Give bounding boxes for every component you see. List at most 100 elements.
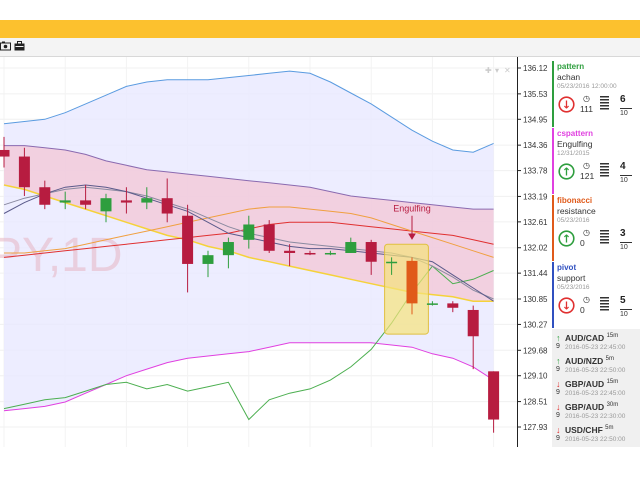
y-tick-label: 129.10 bbox=[523, 372, 548, 381]
envelope-upper-line bbox=[4, 145, 494, 210]
signal-name: support bbox=[557, 273, 586, 283]
candle bbox=[304, 250, 316, 256]
price-chart[interactable]: PY,1D Engulfing ✚ ▾ ✕ 136.12135.53134.95… bbox=[0, 57, 552, 447]
candle-body bbox=[59, 200, 71, 203]
alert-timeframe: 5m bbox=[605, 425, 614, 432]
chart-corner-icons: ✚ ▾ ✕ bbox=[485, 66, 511, 75]
arrow-down-icon: ↓ bbox=[556, 425, 561, 435]
signal-score-total: 10 bbox=[620, 242, 632, 251]
y-tick-label: 134.36 bbox=[523, 141, 548, 150]
y-tick-label: 134.95 bbox=[523, 115, 548, 124]
candle bbox=[39, 180, 51, 210]
alert-pair-name: USD/CHF bbox=[565, 425, 603, 435]
candle-body bbox=[263, 224, 275, 251]
arrow-down-icon: ↓ bbox=[556, 402, 561, 412]
signal-name: Engulfing bbox=[557, 139, 593, 149]
alert-pair-name: GBP/AUD bbox=[565, 379, 605, 389]
alert-timeframe: 5m bbox=[605, 356, 614, 363]
candle bbox=[18, 147, 30, 196]
settings-icon[interactable]: ✚ bbox=[485, 66, 492, 75]
candle-body bbox=[0, 149, 10, 157]
y-tick-label: 135.53 bbox=[523, 90, 548, 99]
candle bbox=[120, 187, 132, 214]
signal-score-total: 10 bbox=[620, 108, 632, 117]
svg-text:↓: ↓ bbox=[562, 99, 571, 112]
signal-strength-icon bbox=[600, 297, 609, 312]
alert-item[interactable]: ↑ 9 AUD/NZD 5m 2016-05-23 22:50:00 bbox=[554, 355, 640, 378]
candle bbox=[161, 178, 173, 223]
close-icon[interactable]: ✕ bbox=[504, 66, 511, 75]
signal-date: 05/23/2016 bbox=[557, 284, 590, 291]
candle-body bbox=[18, 156, 30, 188]
signal-score: 3 bbox=[620, 228, 626, 239]
alert-pair-name: GBP/AUD bbox=[565, 402, 605, 412]
candle bbox=[243, 215, 255, 249]
signal-date: 12/31/2015 bbox=[557, 150, 590, 157]
signal-type: cspattern bbox=[557, 129, 594, 138]
y-tick-label: 131.44 bbox=[523, 269, 548, 278]
candle bbox=[426, 301, 438, 306]
candle-body bbox=[386, 261, 398, 264]
signal-card-pivot[interactable]: pivot support 05/23/2016 ↓ ◷ 0 5 10 bbox=[552, 262, 640, 328]
candle-body bbox=[284, 250, 296, 253]
candle bbox=[202, 250, 214, 278]
signal-score-total: 10 bbox=[620, 175, 632, 184]
alert-time: 2016-05-23 22:30:00 bbox=[565, 413, 626, 420]
alert-item[interactable]: ↑ 9 AUD/CAD 15m 2016-05-23 22:45:00 bbox=[554, 332, 640, 355]
candle-body bbox=[141, 198, 153, 203]
chart-toolbar bbox=[0, 38, 640, 57]
candle bbox=[59, 191, 71, 210]
alert-pair-name: AUD/NZD bbox=[565, 356, 604, 366]
camera-icon[interactable] bbox=[0, 41, 11, 51]
alert-item[interactable]: ↓ 9 GBP/AUD 30m 2016-05-23 22:30:00 bbox=[554, 401, 640, 424]
signal-strength-icon bbox=[600, 230, 609, 245]
alert-item[interactable]: ↓ 9 USD/CHF 5m 2016-05-23 22:50:00 bbox=[554, 424, 640, 447]
svg-text:↑: ↑ bbox=[562, 166, 571, 179]
alert-count: 9 bbox=[556, 435, 560, 442]
candle bbox=[182, 204, 194, 293]
arrow-down-icon: ↓ bbox=[556, 379, 561, 389]
candle bbox=[100, 193, 112, 223]
clock-icon: ◷ bbox=[583, 228, 590, 237]
candle-body bbox=[304, 252, 316, 255]
alert-pair: AUD/CAD 15m bbox=[565, 333, 618, 343]
price-axis: 136.12 135.53 134.95 134.36 133.78 133.19 132.… bbox=[517, 64, 548, 432]
alert-time: 2016-05-23 22:50:00 bbox=[565, 436, 626, 443]
candle bbox=[284, 244, 296, 267]
candle-body bbox=[467, 309, 479, 337]
candle bbox=[141, 187, 153, 210]
alert-count: 9 bbox=[556, 343, 560, 350]
svg-text:↑: ↑ bbox=[562, 233, 571, 246]
candle-body bbox=[202, 255, 214, 264]
alert-count: 9 bbox=[556, 366, 560, 373]
candle bbox=[263, 220, 275, 253]
candle bbox=[345, 237, 357, 253]
collapse-icon[interactable]: ▾ bbox=[495, 66, 499, 75]
briefcase-icon[interactable] bbox=[14, 41, 25, 51]
signal-name: resistance bbox=[557, 206, 596, 216]
signal-card-fibonacci[interactable]: fibonacci resistance 05/23/2016 ↑ ◷ 0 3 10 bbox=[552, 195, 640, 261]
y-tick-label: 133.78 bbox=[523, 167, 548, 176]
candle-body bbox=[80, 200, 92, 205]
alert-pair: USD/CHF 5m bbox=[565, 425, 614, 435]
candle-body bbox=[447, 303, 459, 308]
alert-time: 2016-05-23 22:50:00 bbox=[565, 367, 626, 374]
arrow-down-icon: ↓ bbox=[558, 297, 575, 314]
signal-count: 0 bbox=[580, 238, 585, 248]
svg-text:↓: ↓ bbox=[562, 300, 571, 313]
arrow-up-icon: ↑ bbox=[558, 163, 575, 180]
signals-panel: pattern achan 05/23/2016 12:00:00 ↓ ◷ 111 6 10 c… bbox=[552, 57, 640, 447]
signal-card-cspattern[interactable]: cspattern Engulfing 12/31/2015 ↑ ◷ 121 4 10 bbox=[552, 128, 640, 194]
candle-body bbox=[120, 200, 132, 203]
signal-strength-icon bbox=[600, 96, 609, 111]
candle bbox=[365, 239, 377, 275]
candle-body bbox=[39, 187, 51, 205]
alert-item[interactable]: ↓ 9 GBP/AUD 15m 2016-05-23 22:45:00 bbox=[554, 378, 640, 401]
signal-count: 121 bbox=[580, 171, 595, 181]
alert-count: 9 bbox=[556, 389, 560, 396]
y-tick-label: 136.12 bbox=[523, 64, 548, 73]
candle-body bbox=[406, 260, 418, 304]
signal-card-pattern[interactable]: pattern achan 05/23/2016 12:00:00 ↓ ◷ 111 6 10 bbox=[552, 61, 640, 127]
candle-body bbox=[324, 252, 336, 255]
clock-icon: ◷ bbox=[583, 161, 590, 170]
